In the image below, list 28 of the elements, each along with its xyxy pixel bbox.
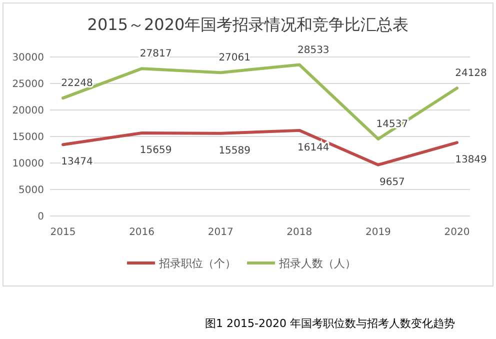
data-label: 22248: [61, 78, 93, 90]
x-tick-label: 2016: [129, 227, 155, 238]
data-label: 9657: [379, 176, 405, 188]
y-tick-label: 20000: [12, 106, 44, 116]
x-tick-label: 2018: [286, 227, 312, 238]
data-label: 24128: [455, 68, 487, 80]
data-label: 28533: [297, 44, 330, 56]
y-tick-label: 5000: [18, 185, 44, 196]
chart-title: 2015～2020年国考招录情况和竞争比汇总表: [87, 15, 409, 34]
legend-label: 招录人数（人）: [278, 257, 356, 270]
data-label: 27061: [218, 52, 251, 64]
data-label: 27817: [140, 48, 172, 60]
y-tick-label: 30000: [12, 52, 44, 64]
y-tick-label: 10000: [12, 158, 44, 170]
x-tick-label: 2017: [208, 227, 234, 238]
data-label: 13849: [455, 154, 487, 166]
data-label: 15659: [140, 145, 172, 156]
data-label: 16144: [297, 142, 330, 154]
y-tick-label: 25000: [12, 79, 44, 90]
caption: 图1 2015-2020 年国考职位数与招考人数变化趋势: [205, 317, 455, 330]
y-tick-label: 0: [38, 212, 44, 222]
x-tick-label: 2015: [50, 227, 76, 238]
data-label: 15589: [218, 145, 251, 156]
x-tick-label: 2020: [444, 227, 470, 238]
legend-label: 招录职位（个）: [158, 257, 236, 270]
x-tick-label: 2019: [365, 227, 391, 238]
data-label: 13474: [61, 156, 93, 168]
y-tick-label: 15000: [12, 132, 44, 143]
